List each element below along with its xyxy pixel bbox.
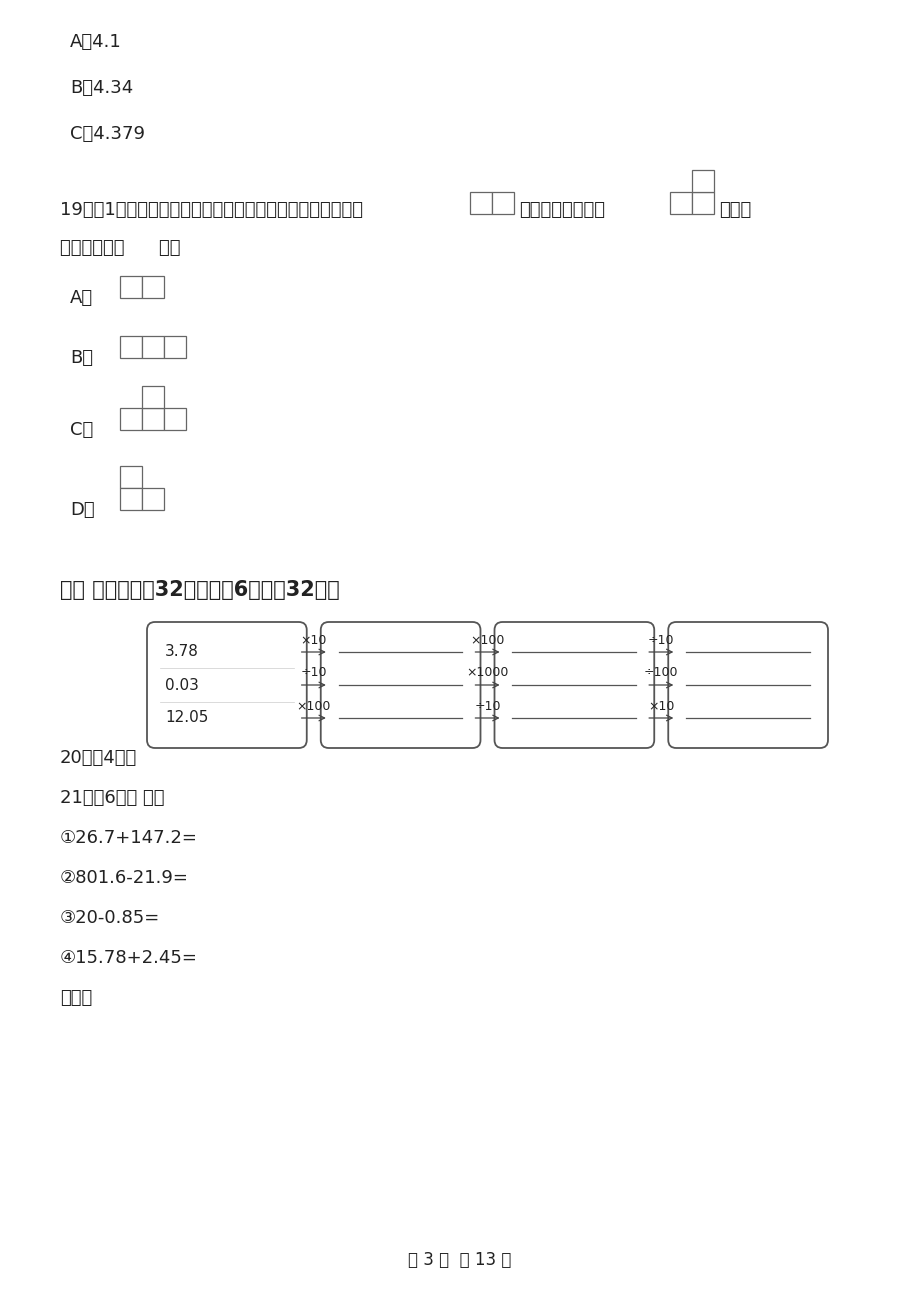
Bar: [691, 191, 713, 214]
Bar: [119, 276, 142, 298]
Text: ×10: ×10: [301, 634, 326, 647]
Text: 四、 计算．（共32分）（共6题；共32分）: 四、 计算．（共32分）（共6题；共32分）: [60, 579, 339, 600]
Text: B．: B．: [70, 349, 93, 367]
Bar: [164, 336, 186, 358]
Text: ×1000: ×1000: [466, 667, 508, 680]
Text: ÷100: ÷100: [643, 667, 678, 680]
Text: ×10: ×10: [647, 699, 674, 712]
Bar: [142, 336, 164, 358]
Text: 第 3 页  共 13 页: 第 3 页 共 13 页: [408, 1251, 511, 1269]
Bar: [142, 408, 164, 430]
Text: C．4.379: C．4.379: [70, 125, 145, 143]
Text: 12.05: 12.05: [165, 711, 208, 725]
Text: ×100: ×100: [470, 634, 505, 647]
Text: ÷10: ÷10: [647, 634, 674, 647]
FancyBboxPatch shape: [321, 622, 480, 749]
FancyBboxPatch shape: [667, 622, 827, 749]
Bar: [142, 276, 164, 298]
Text: 20．（4分）: 20．（4分）: [60, 749, 137, 767]
Text: A．4.1: A．4.1: [70, 33, 121, 51]
Bar: [492, 191, 514, 214]
Text: 19．（1分）同样大小的正方体摆成的物体，从正面看到的是: 19．（1分）同样大小的正方体摆成的物体，从正面看到的是: [60, 201, 363, 219]
Bar: [669, 191, 691, 214]
Bar: [119, 488, 142, 510]
Text: 21．（6分） 笔算: 21．（6分） 笔算: [60, 789, 165, 807]
Text: D．: D．: [70, 501, 95, 519]
Text: ×100: ×100: [296, 699, 331, 712]
Bar: [119, 408, 142, 430]
Text: ÷10: ÷10: [301, 667, 326, 680]
Text: ④15.78+2.45=: ④15.78+2.45=: [60, 949, 198, 967]
Bar: [142, 488, 164, 510]
Bar: [142, 385, 164, 408]
Bar: [119, 336, 142, 358]
FancyBboxPatch shape: [147, 622, 306, 749]
Text: ①26.7+147.2=: ①26.7+147.2=: [60, 829, 198, 848]
Bar: [119, 466, 142, 488]
Text: C．: C．: [70, 421, 93, 439]
Text: ②801.6-21.9=: ②801.6-21.9=: [60, 868, 188, 887]
Text: ，从上面看到的是: ，从上面看到的是: [518, 201, 605, 219]
Bar: [164, 408, 186, 430]
Text: 面看到的是（      ）。: 面看到的是（ ）。: [60, 240, 180, 256]
Text: B．4.34: B．4.34: [70, 79, 133, 98]
Text: ③20-0.85=: ③20-0.85=: [60, 909, 160, 927]
Bar: [691, 171, 713, 191]
Text: 验算：: 验算：: [60, 990, 92, 1006]
Text: ÷10: ÷10: [473, 699, 500, 712]
Text: ，从右: ，从右: [719, 201, 751, 219]
Text: A．: A．: [70, 289, 93, 307]
FancyBboxPatch shape: [494, 622, 653, 749]
Bar: [470, 191, 492, 214]
Text: 3.78: 3.78: [165, 644, 199, 660]
Text: 0.03: 0.03: [165, 677, 199, 693]
